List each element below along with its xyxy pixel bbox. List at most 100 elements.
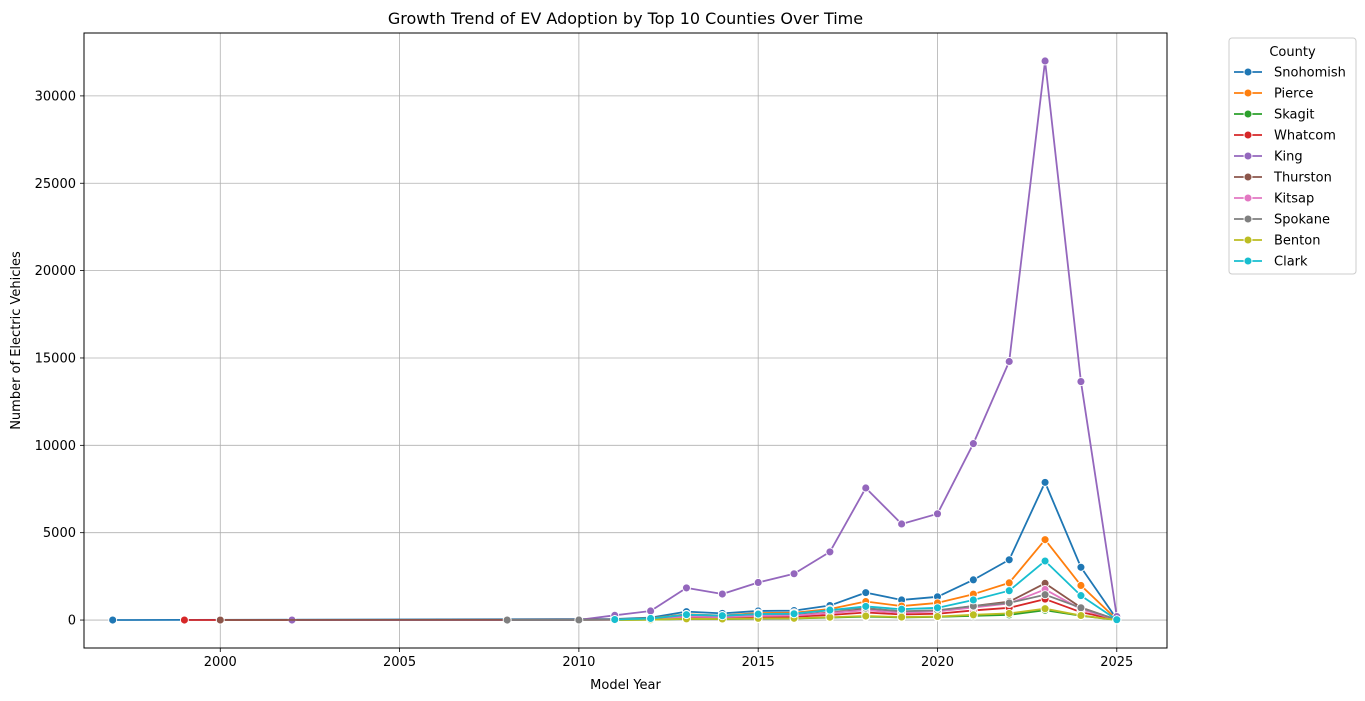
data-point <box>215 615 225 625</box>
legend-marker <box>1243 256 1253 266</box>
data-point <box>1040 590 1050 600</box>
legend-entry-snohomish: Snohomish <box>1234 66 1346 81</box>
legend-marker <box>1243 172 1253 182</box>
chart-title: Growth Trend of EV Adoption by Top 10 Co… <box>388 9 863 28</box>
data-point <box>897 612 907 622</box>
y-tick-label: 15000 <box>35 351 76 366</box>
legend-entry-whatcom: Whatcom <box>1234 129 1336 144</box>
data-point <box>1004 357 1014 366</box>
legend-label: Skagit <box>1274 108 1314 123</box>
data-point <box>1076 611 1086 620</box>
legend-marker <box>1243 193 1253 203</box>
data-point <box>789 609 799 619</box>
data-point <box>1004 598 1014 608</box>
x-tick-label: 2000 <box>204 655 237 670</box>
data-point <box>861 588 871 598</box>
data-point <box>502 615 512 625</box>
y-tick-label: 0 <box>68 614 76 629</box>
data-point <box>968 595 978 605</box>
y-tick-label: 20000 <box>35 264 76 279</box>
x-tick-label: 2025 <box>1100 655 1133 670</box>
legend-entry-skagit: Skagit <box>1234 108 1314 123</box>
data-point <box>1004 578 1014 588</box>
data-point <box>1076 603 1086 613</box>
legend-label: Snohomish <box>1274 66 1346 81</box>
data-point <box>717 611 727 621</box>
y-tick-label: 5000 <box>43 526 76 541</box>
data-point <box>968 439 978 449</box>
legend-entry-king: King <box>1234 150 1303 165</box>
data-point <box>1076 562 1086 572</box>
legend-entry-benton: Benton <box>1234 234 1320 249</box>
data-point <box>1004 555 1014 565</box>
legend-marker <box>1243 67 1253 77</box>
data-point <box>1040 477 1050 487</box>
y-tick-label: 25000 <box>35 177 76 192</box>
data-point <box>861 611 871 621</box>
data-point <box>1076 581 1086 590</box>
data-point <box>646 606 656 616</box>
data-point <box>1040 556 1050 566</box>
legend-entry-kitsap: Kitsap <box>1234 192 1314 207</box>
data-point <box>646 614 656 623</box>
y-axis-label: Number of Electric Vehicles <box>9 251 24 430</box>
data-point <box>897 604 907 614</box>
legend-label: Spokane <box>1274 213 1330 228</box>
legend-label: Thurston <box>1273 171 1332 186</box>
legend-entry-thurston: Thurston <box>1234 171 1332 186</box>
data-point <box>968 575 978 585</box>
y-tick-label: 30000 <box>35 89 76 104</box>
legend-label: Clark <box>1274 255 1308 270</box>
data-point <box>1040 56 1050 66</box>
data-point <box>968 610 978 620</box>
data-point <box>825 547 835 557</box>
data-point <box>861 483 871 493</box>
legend-marker <box>1243 130 1253 140</box>
x-axis-label: Model Year <box>590 678 661 693</box>
data-point <box>1076 591 1086 601</box>
data-point <box>933 603 942 613</box>
data-point <box>108 615 118 625</box>
series-king <box>287 56 1122 625</box>
y-tick-label: 10000 <box>35 439 76 454</box>
legend-title: County <box>1269 45 1316 60</box>
legend-entry-clark: Clark <box>1234 255 1308 270</box>
legend-label: Benton <box>1274 234 1320 249</box>
series-layer <box>108 56 1122 625</box>
legend-label: Whatcom <box>1274 129 1336 144</box>
data-point <box>933 612 942 622</box>
y-axis: 0 5000 10000 15000 20000 25000 30000 <box>35 89 84 629</box>
legend-marker <box>1243 151 1253 161</box>
data-point <box>825 605 835 615</box>
data-point <box>682 610 691 620</box>
series-line <box>291 60 1118 621</box>
series-clark <box>610 556 1122 625</box>
x-tick-label: 2005 <box>383 655 416 670</box>
legend-label: Pierce <box>1274 87 1313 102</box>
data-point <box>897 519 907 529</box>
data-point <box>933 509 942 519</box>
legend-label: King <box>1274 150 1303 165</box>
data-point <box>789 569 799 579</box>
data-point <box>179 615 189 625</box>
data-point <box>753 609 763 619</box>
data-point <box>1112 615 1122 625</box>
data-point <box>1004 586 1014 596</box>
legend-box <box>1228 37 1357 275</box>
x-tick-label: 2015 <box>742 655 775 670</box>
data-point <box>1040 604 1050 614</box>
data-point <box>574 615 584 625</box>
data-point <box>861 601 871 611</box>
data-point <box>717 589 727 599</box>
x-tick-label: 2010 <box>562 655 595 670</box>
legend-marker <box>1243 109 1253 119</box>
legend-label: Kitsap <box>1274 192 1314 207</box>
legend-marker <box>1243 88 1253 98</box>
x-axis: 2000 2005 2010 2015 2020 2025 <box>204 648 1133 670</box>
legend-entry-pierce: Pierce <box>1234 87 1313 102</box>
data-point <box>1040 535 1050 545</box>
legend-marker <box>1243 214 1253 224</box>
grid-lines <box>84 33 1167 648</box>
data-point <box>1004 608 1014 618</box>
